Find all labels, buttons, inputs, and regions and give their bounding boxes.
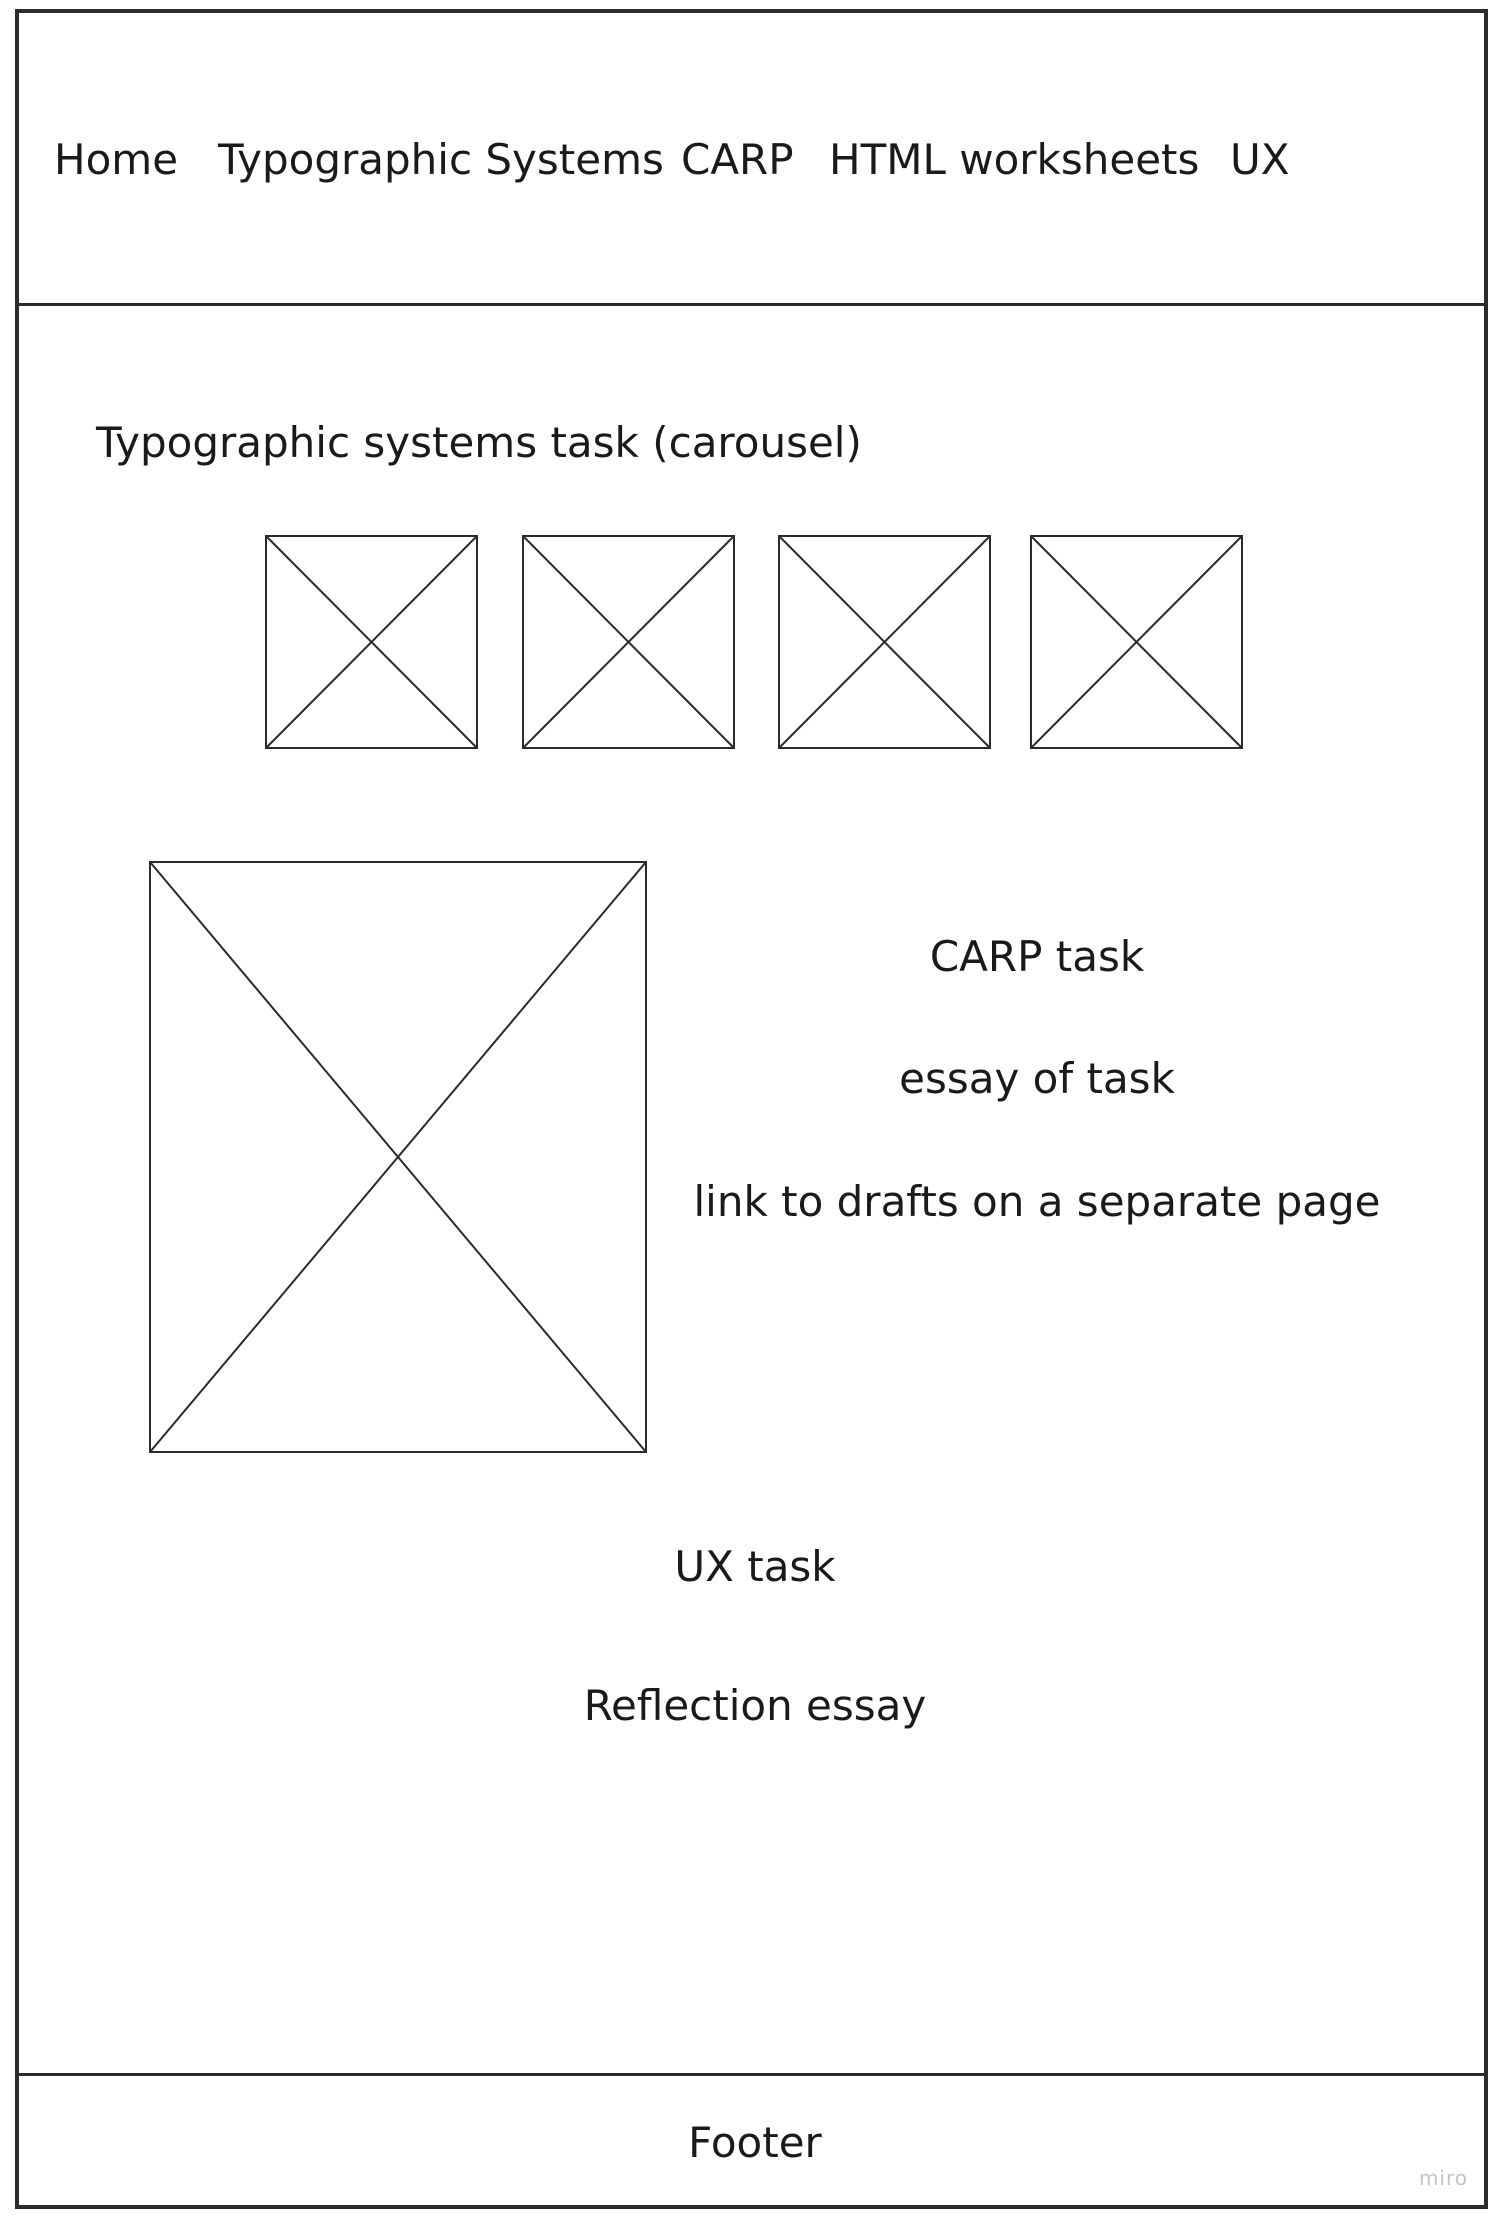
carp-essay-text: essay of task <box>899 1054 1175 1103</box>
reflection-essay-text: Reflection essay <box>583 1681 927 1730</box>
image-placeholder-icon[interactable] <box>523 536 734 748</box>
drafts-link[interactable]: link to drafts on a separate page <box>693 1177 1381 1226</box>
nav-item-carp[interactable]: CARP <box>681 135 794 184</box>
image-placeholder-icon[interactable] <box>1031 536 1242 748</box>
nav-item-ux[interactable]: UX <box>1230 135 1290 184</box>
carp-task-title: CARP task <box>929 932 1145 981</box>
wireframe-frame <box>15 9 1488 2209</box>
nav-item-home[interactable]: Home <box>54 135 179 184</box>
footer-label: Footer <box>688 2118 822 2167</box>
typographic-section-title: Typographic systems task (carousel) <box>96 418 862 467</box>
miro-watermark: miro <box>1418 2166 1468 2190</box>
footer-divider <box>19 2073 1487 2076</box>
image-placeholder-icon <box>150 862 646 1452</box>
nav-item-html-worksheets[interactable]: HTML worksheets <box>829 135 1200 184</box>
ux-task-title: UX task <box>674 1542 836 1591</box>
image-placeholder-icon[interactable] <box>266 536 477 748</box>
header-divider <box>17 303 1487 306</box>
image-placeholder-icon[interactable] <box>779 536 990 748</box>
nav-item-typographic-systems[interactable]: Typographic Systems <box>218 135 664 184</box>
